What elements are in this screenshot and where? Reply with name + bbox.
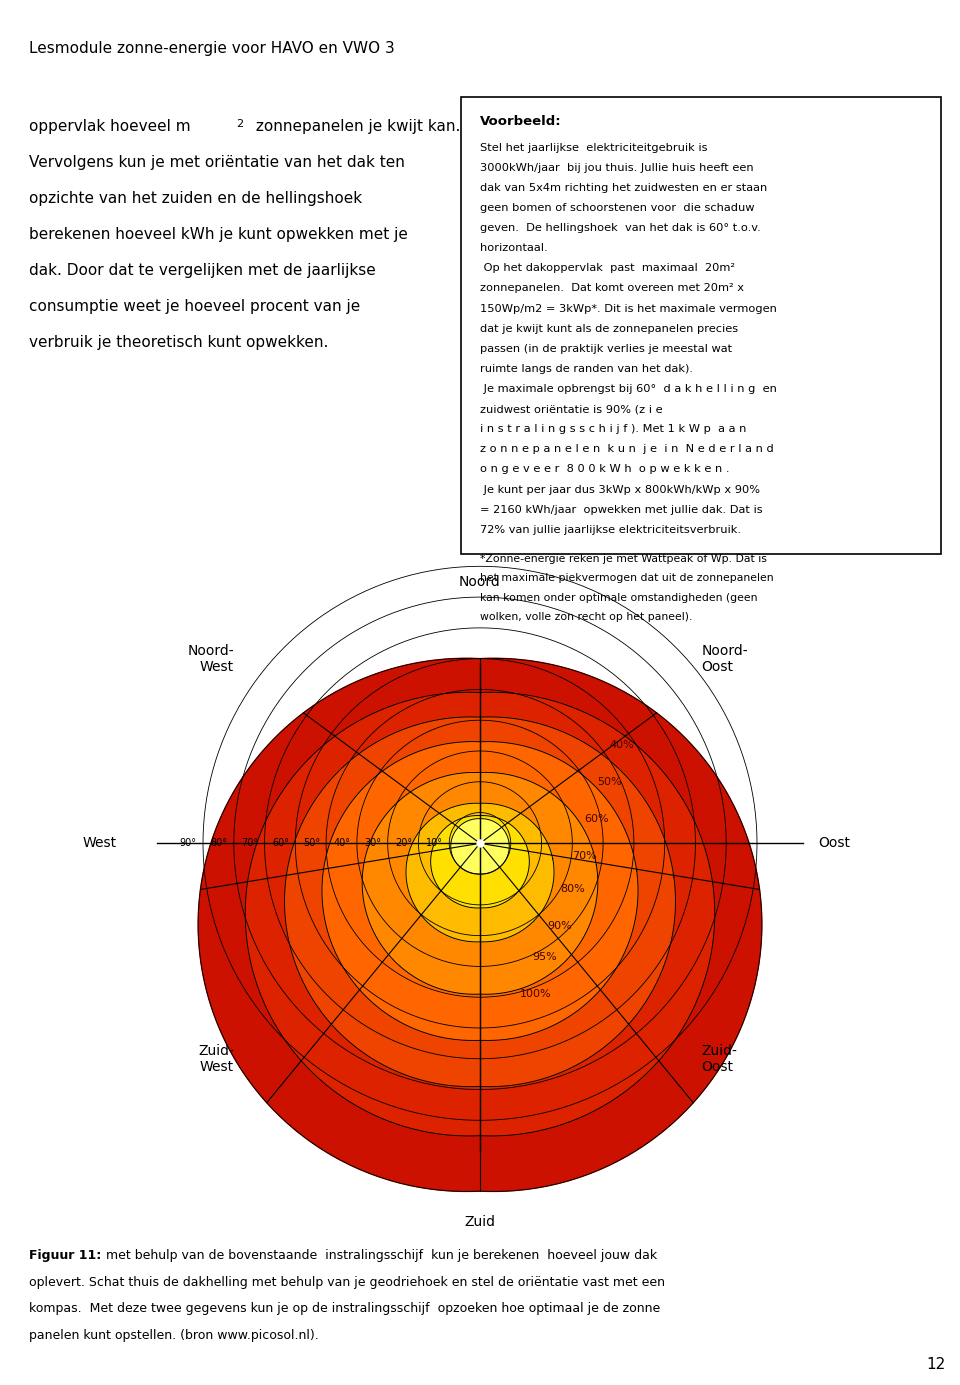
- Polygon shape: [431, 816, 529, 909]
- Text: ruimte langs de randen van het dak).: ruimte langs de randen van het dak).: [480, 364, 693, 374]
- Text: consumptie weet je hoeveel procent van je: consumptie weet je hoeveel procent van j…: [29, 299, 360, 314]
- Polygon shape: [322, 741, 638, 1040]
- Text: 50%: 50%: [597, 777, 621, 787]
- Text: Zuid-
West: Zuid- West: [198, 1044, 234, 1073]
- Text: verbruik je theoretisch kunt opwekken.: verbruik je theoretisch kunt opwekken.: [29, 335, 328, 350]
- Text: i n s t r a l i n g s s c h i j f ). Met 1 k W p  a a n: i n s t r a l i n g s s c h i j f ). Met…: [480, 424, 746, 435]
- Text: opzichte van het zuiden en de hellingshoek: opzichte van het zuiden en de hellingsho…: [29, 191, 362, 206]
- Text: 10°: 10°: [426, 838, 444, 848]
- Text: 30°: 30°: [365, 838, 381, 848]
- Text: panelen kunt opstellen. (bron www.picosol.nl).: panelen kunt opstellen. (bron www.picoso…: [29, 1330, 319, 1342]
- Text: Je maximale opbrengst bij 60°  d a k h e l l i n g  en: Je maximale opbrengst bij 60° d a k h e …: [480, 384, 777, 393]
- Text: Oost: Oost: [819, 837, 851, 850]
- Text: Zuid: Zuid: [465, 1215, 495, 1228]
- Text: o n g e v e e r  8 0 0 k W h  o p w e k k e n .: o n g e v e e r 8 0 0 k W h o p w e k k …: [480, 464, 730, 475]
- Polygon shape: [198, 658, 762, 1191]
- Text: met behulp van de bovenstaande  instralingsschijf  kun je berekenen  hoeveel jou: met behulp van de bovenstaande instralin…: [106, 1249, 657, 1262]
- Text: 72% van jullie jaarlijkse elektriciteitsverbruik.: 72% van jullie jaarlijkse elektriciteits…: [480, 525, 741, 535]
- Text: 90%: 90%: [548, 921, 572, 931]
- Text: Zuid-
Oost: Zuid- Oost: [702, 1044, 737, 1073]
- Text: 70°: 70°: [241, 838, 258, 848]
- Text: 100%: 100%: [520, 989, 552, 999]
- Text: Voorbeeld:: Voorbeeld:: [480, 115, 562, 129]
- Text: 150Wp/m2 = 3kWp*. Dit is het maximale vermogen: 150Wp/m2 = 3kWp*. Dit is het maximale ve…: [480, 303, 777, 313]
- Text: 60%: 60%: [585, 814, 610, 824]
- Text: Op het dakoppervlak  past  maximaal  20m²: Op het dakoppervlak past maximaal 20m²: [480, 263, 735, 273]
- Polygon shape: [284, 717, 676, 1087]
- Text: 95%: 95%: [533, 953, 557, 963]
- Text: passen (in de praktijk verlies je meestal wat: passen (in de praktijk verlies je meesta…: [480, 343, 732, 353]
- Text: 60°: 60°: [273, 838, 289, 848]
- Text: 40°: 40°: [334, 838, 350, 848]
- Text: geen bomen of schoorstenen voor  die schaduw: geen bomen of schoorstenen voor die scha…: [480, 204, 755, 213]
- Text: zonnepanelen je kwijt kan.: zonnepanelen je kwijt kan.: [251, 119, 460, 134]
- Text: Noord-
West: Noord- West: [187, 644, 234, 673]
- Text: berekenen hoeveel kWh je kunt opwekken met je: berekenen hoeveel kWh je kunt opwekken m…: [29, 227, 408, 242]
- Text: 40%: 40%: [610, 740, 634, 749]
- Text: 80%: 80%: [560, 885, 585, 895]
- Text: Je kunt per jaar dus 3kWp x 800kWh/kWp x 90%: Je kunt per jaar dus 3kWp x 800kWh/kWp x…: [480, 485, 760, 494]
- Text: West: West: [83, 837, 117, 850]
- Text: horizontaal.: horizontaal.: [480, 244, 547, 253]
- Polygon shape: [451, 819, 509, 874]
- Text: Figuur 11:: Figuur 11:: [29, 1249, 106, 1262]
- Text: Noord: Noord: [459, 575, 501, 589]
- Text: 2: 2: [236, 119, 243, 129]
- Text: oppervlak hoeveel m: oppervlak hoeveel m: [29, 119, 190, 134]
- Polygon shape: [362, 773, 598, 994]
- Text: Noord-
Oost: Noord- Oost: [702, 644, 748, 673]
- Text: zonnepanelen.  Dat komt overeen met 20m² x: zonnepanelen. Dat komt overeen met 20m² …: [480, 284, 744, 294]
- Text: zuidwest oriëntatie is 90% (z i e: zuidwest oriëntatie is 90% (z i e: [480, 404, 662, 414]
- Text: 20°: 20°: [396, 838, 412, 848]
- Polygon shape: [245, 692, 715, 1136]
- FancyBboxPatch shape: [461, 97, 941, 554]
- Text: kan komen onder optimale omstandigheden (geen: kan komen onder optimale omstandigheden …: [480, 593, 757, 602]
- Text: Vervolgens kun je met oriëntatie van het dak ten: Vervolgens kun je met oriëntatie van het…: [29, 155, 405, 170]
- Text: geven.  De hellingshoek  van het dak is 60° t.o.v.: geven. De hellingshoek van het dak is 60…: [480, 223, 760, 233]
- Text: Lesmodule zonne-energie voor HAVO en VWO 3: Lesmodule zonne-energie voor HAVO en VWO…: [29, 42, 395, 55]
- Text: het maximale piekvermogen dat uit de zonnepanelen: het maximale piekvermogen dat uit de zon…: [480, 573, 774, 583]
- Text: dat je kwijt kunt als de zonnepanelen precies: dat je kwijt kunt als de zonnepanelen pr…: [480, 324, 738, 334]
- Text: Stel het jaarlijkse  elektriciteitgebruik is: Stel het jaarlijkse elektriciteitgebruik…: [480, 143, 708, 152]
- Text: dak. Door dat te vergelijken met de jaarlijkse: dak. Door dat te vergelijken met de jaar…: [29, 263, 375, 278]
- Text: z o n n e p a n e l e n  k u n  j e  i n  N e d e r l a n d: z o n n e p a n e l e n k u n j e i n N …: [480, 445, 774, 454]
- Text: oplevert. Schat thuis de dakhelling met behulp van je geodriehoek en stel de ori: oplevert. Schat thuis de dakhelling met …: [29, 1276, 664, 1289]
- Text: 80°: 80°: [210, 838, 228, 848]
- Text: 50°: 50°: [302, 838, 320, 848]
- Text: 3000kWh/jaar  bij jou thuis. Jullie huis heeft een: 3000kWh/jaar bij jou thuis. Jullie huis …: [480, 163, 754, 173]
- Text: = 2160 kWh/jaar  opwekken met jullie dak. Dat is: = 2160 kWh/jaar opwekken met jullie dak.…: [480, 504, 762, 515]
- Text: 12: 12: [926, 1357, 946, 1371]
- Text: wolken, volle zon recht op het paneel).: wolken, volle zon recht op het paneel).: [480, 612, 692, 622]
- Text: dak van 5x4m richting het zuidwesten en er staan: dak van 5x4m richting het zuidwesten en …: [480, 183, 767, 193]
- Text: 90°: 90°: [180, 838, 197, 848]
- Polygon shape: [406, 803, 554, 942]
- Text: 70%: 70%: [572, 850, 597, 860]
- Text: *Zonne-energie reken je met Wattpeak of Wp. Dat is: *Zonne-energie reken je met Wattpeak of …: [480, 554, 767, 564]
- Text: kompas.  Met deze twee gegevens kun je op de instralingsschijf  opzoeken hoe opt: kompas. Met deze twee gegevens kun je op…: [29, 1302, 660, 1316]
